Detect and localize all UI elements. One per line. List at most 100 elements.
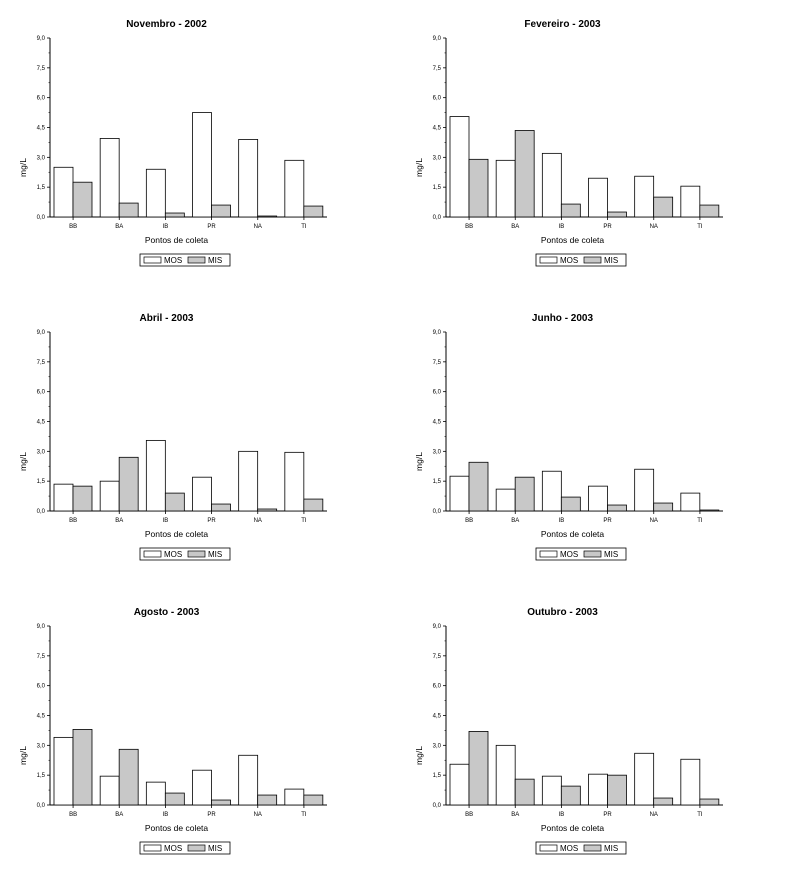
legend-label-mos: MOS [164, 550, 182, 559]
legend: MOS MIS [139, 547, 231, 561]
legend-label-mis: MIS [604, 256, 618, 265]
y-tick-label: 9,0 [37, 330, 46, 336]
bar-mis [164, 792, 185, 806]
y-axis-label: mg/L [414, 452, 424, 471]
legend-swatch-mos [539, 844, 558, 852]
chart-panel-6: Outubro - 2003 0,0 1,5 3,0 4,5 6,0 7,5 9,0 mg/L B… [414, 607, 723, 855]
bar-mis [257, 794, 278, 806]
bar-mos [99, 138, 120, 218]
bar-mis [560, 785, 581, 806]
y-tick-label: 9,0 [433, 36, 442, 42]
y-tick-label: 9,0 [433, 330, 442, 336]
bar-mis [560, 496, 581, 512]
legend-swatch-mos [143, 550, 162, 558]
x-tick-label: IB [559, 812, 565, 818]
y-tick-label: 4,5 [37, 420, 46, 426]
legend-label-mis: MIS [208, 256, 222, 265]
x-tick-label: BB [465, 812, 473, 818]
legend-swatch-mis [187, 256, 206, 264]
chart-panel-1: Novembro - 2002 0,0 1,5 3,0 4,5 6,0 7,5 9,0 mg/L… [18, 19, 327, 267]
bar-mis [653, 797, 674, 806]
bar-mis [118, 202, 139, 218]
y-tick-label: 9,0 [37, 36, 46, 42]
bar-mos [99, 480, 120, 512]
x-tick-label: TI [301, 224, 307, 230]
legend-swatch-mis [187, 550, 206, 558]
bar-mos [680, 492, 701, 512]
legend: MOS MIS [139, 841, 231, 855]
y-tick-label: 6,0 [37, 390, 46, 396]
chart-title: Novembro - 2002 [126, 19, 207, 30]
x-tick-label: BB [69, 224, 77, 230]
legend-swatch-mos [143, 844, 162, 852]
x-tick-label: TI [301, 518, 307, 524]
bar-mos [192, 769, 212, 806]
bar-mis [607, 504, 627, 512]
bar-mis [560, 203, 581, 218]
y-tick-label: 9,0 [433, 624, 442, 630]
legend-swatch-mis [583, 256, 602, 264]
bar-mis [468, 461, 489, 512]
bar-mos [145, 439, 166, 512]
y-tick-label: 9,0 [37, 624, 46, 630]
y-tick-label: 4,5 [37, 126, 46, 132]
bar-mos [634, 468, 655, 512]
y-tick-label: 1,5 [433, 773, 442, 779]
y-tick-label: 1,5 [37, 479, 46, 485]
legend-frame [139, 841, 231, 855]
y-tick-label: 0,0 [433, 215, 442, 221]
bar-mos [541, 775, 562, 806]
x-tick-label: BB [69, 518, 77, 524]
legend-label-mos: MOS [164, 844, 182, 853]
x-tick-label: TI [697, 224, 703, 230]
legend-frame [139, 253, 231, 267]
bar-mos [495, 159, 516, 218]
x-axis-label: Pontos de coleta [541, 235, 605, 245]
y-tick-label: 0,0 [433, 803, 442, 809]
y-tick-label: 1,5 [433, 479, 442, 485]
x-tick-label: IB [559, 224, 565, 230]
legend-frame [535, 253, 627, 267]
y-axis-label: mg/L [414, 746, 424, 765]
x-tick-label: NA [650, 224, 658, 230]
bar-mos [495, 488, 516, 512]
y-tick-label: 1,5 [37, 773, 46, 779]
y-tick-label: 3,0 [433, 155, 442, 161]
x-tick-label: BA [511, 812, 519, 818]
x-tick-label: BB [465, 224, 473, 230]
bar-mos [449, 116, 470, 218]
legend-label-mos: MOS [560, 256, 578, 265]
y-tick-label: 6,0 [433, 390, 442, 396]
y-tick-label: 7,5 [37, 654, 46, 660]
x-tick-label: BA [115, 224, 123, 230]
bar-mis [653, 196, 674, 218]
bar-mis [699, 509, 720, 512]
bar-mis [164, 492, 185, 512]
bar-mis [514, 476, 535, 512]
y-axis-label: mg/L [414, 158, 424, 177]
y-tick-label: 1,5 [37, 185, 46, 191]
legend: MOS MIS [535, 547, 627, 561]
x-tick-label: BA [115, 812, 123, 818]
y-axis-label: mg/L [18, 746, 28, 765]
x-tick-label: NA [650, 518, 658, 524]
legend-label-mos: MOS [560, 844, 578, 853]
y-tick-label: 7,5 [37, 66, 46, 72]
legend-label-mos: MOS [164, 256, 182, 265]
y-tick-label: 4,5 [433, 126, 442, 132]
bar-mos [284, 159, 305, 218]
bar-mis [699, 798, 720, 806]
bar-mis [118, 456, 139, 512]
y-tick-label: 0,0 [37, 803, 46, 809]
y-tick-label: 3,0 [37, 743, 46, 749]
bar-mos [145, 781, 166, 806]
y-tick-label: 6,0 [37, 96, 46, 102]
y-tick-label: 3,0 [37, 155, 46, 161]
bar-mos [284, 788, 305, 806]
x-tick-label: PR [603, 812, 612, 818]
legend-swatch-mos [143, 256, 162, 264]
bar-mos [192, 476, 212, 512]
x-tick-label: PR [207, 518, 216, 524]
bar-mos [145, 168, 166, 218]
